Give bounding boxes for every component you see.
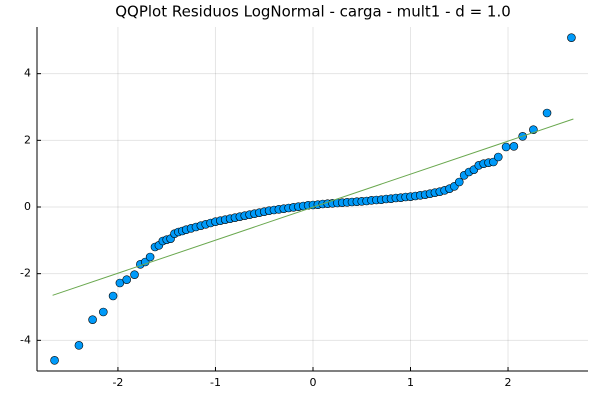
point	[145, 252, 155, 262]
point	[542, 108, 552, 118]
x-tick-label: 1	[407, 376, 414, 389]
x-tick-label: -2	[112, 376, 123, 389]
point	[74, 341, 84, 350]
reference-line	[52, 118, 574, 296]
point	[115, 278, 125, 288]
point	[567, 33, 576, 42]
y-tick-label: 4	[24, 67, 31, 80]
point	[99, 307, 108, 317]
point	[493, 152, 503, 162]
point	[50, 356, 59, 365]
x-tick-label: 2	[505, 376, 512, 389]
y-tick-label: -4	[20, 333, 31, 346]
y-tick-label: 2	[24, 133, 31, 146]
point	[88, 315, 97, 324]
x-tick-label: -1	[210, 376, 221, 389]
x-tick-label: 0	[309, 376, 316, 389]
point	[108, 291, 118, 301]
point	[122, 275, 132, 284]
chart-title: QQPlot Residuos LogNormal - carga - mult…	[115, 3, 511, 21]
point	[454, 177, 464, 187]
y-tick-label: 0	[24, 200, 31, 213]
point	[501, 142, 511, 152]
point	[130, 270, 139, 279]
y-tick-label: -2	[20, 267, 31, 280]
point	[509, 142, 519, 151]
